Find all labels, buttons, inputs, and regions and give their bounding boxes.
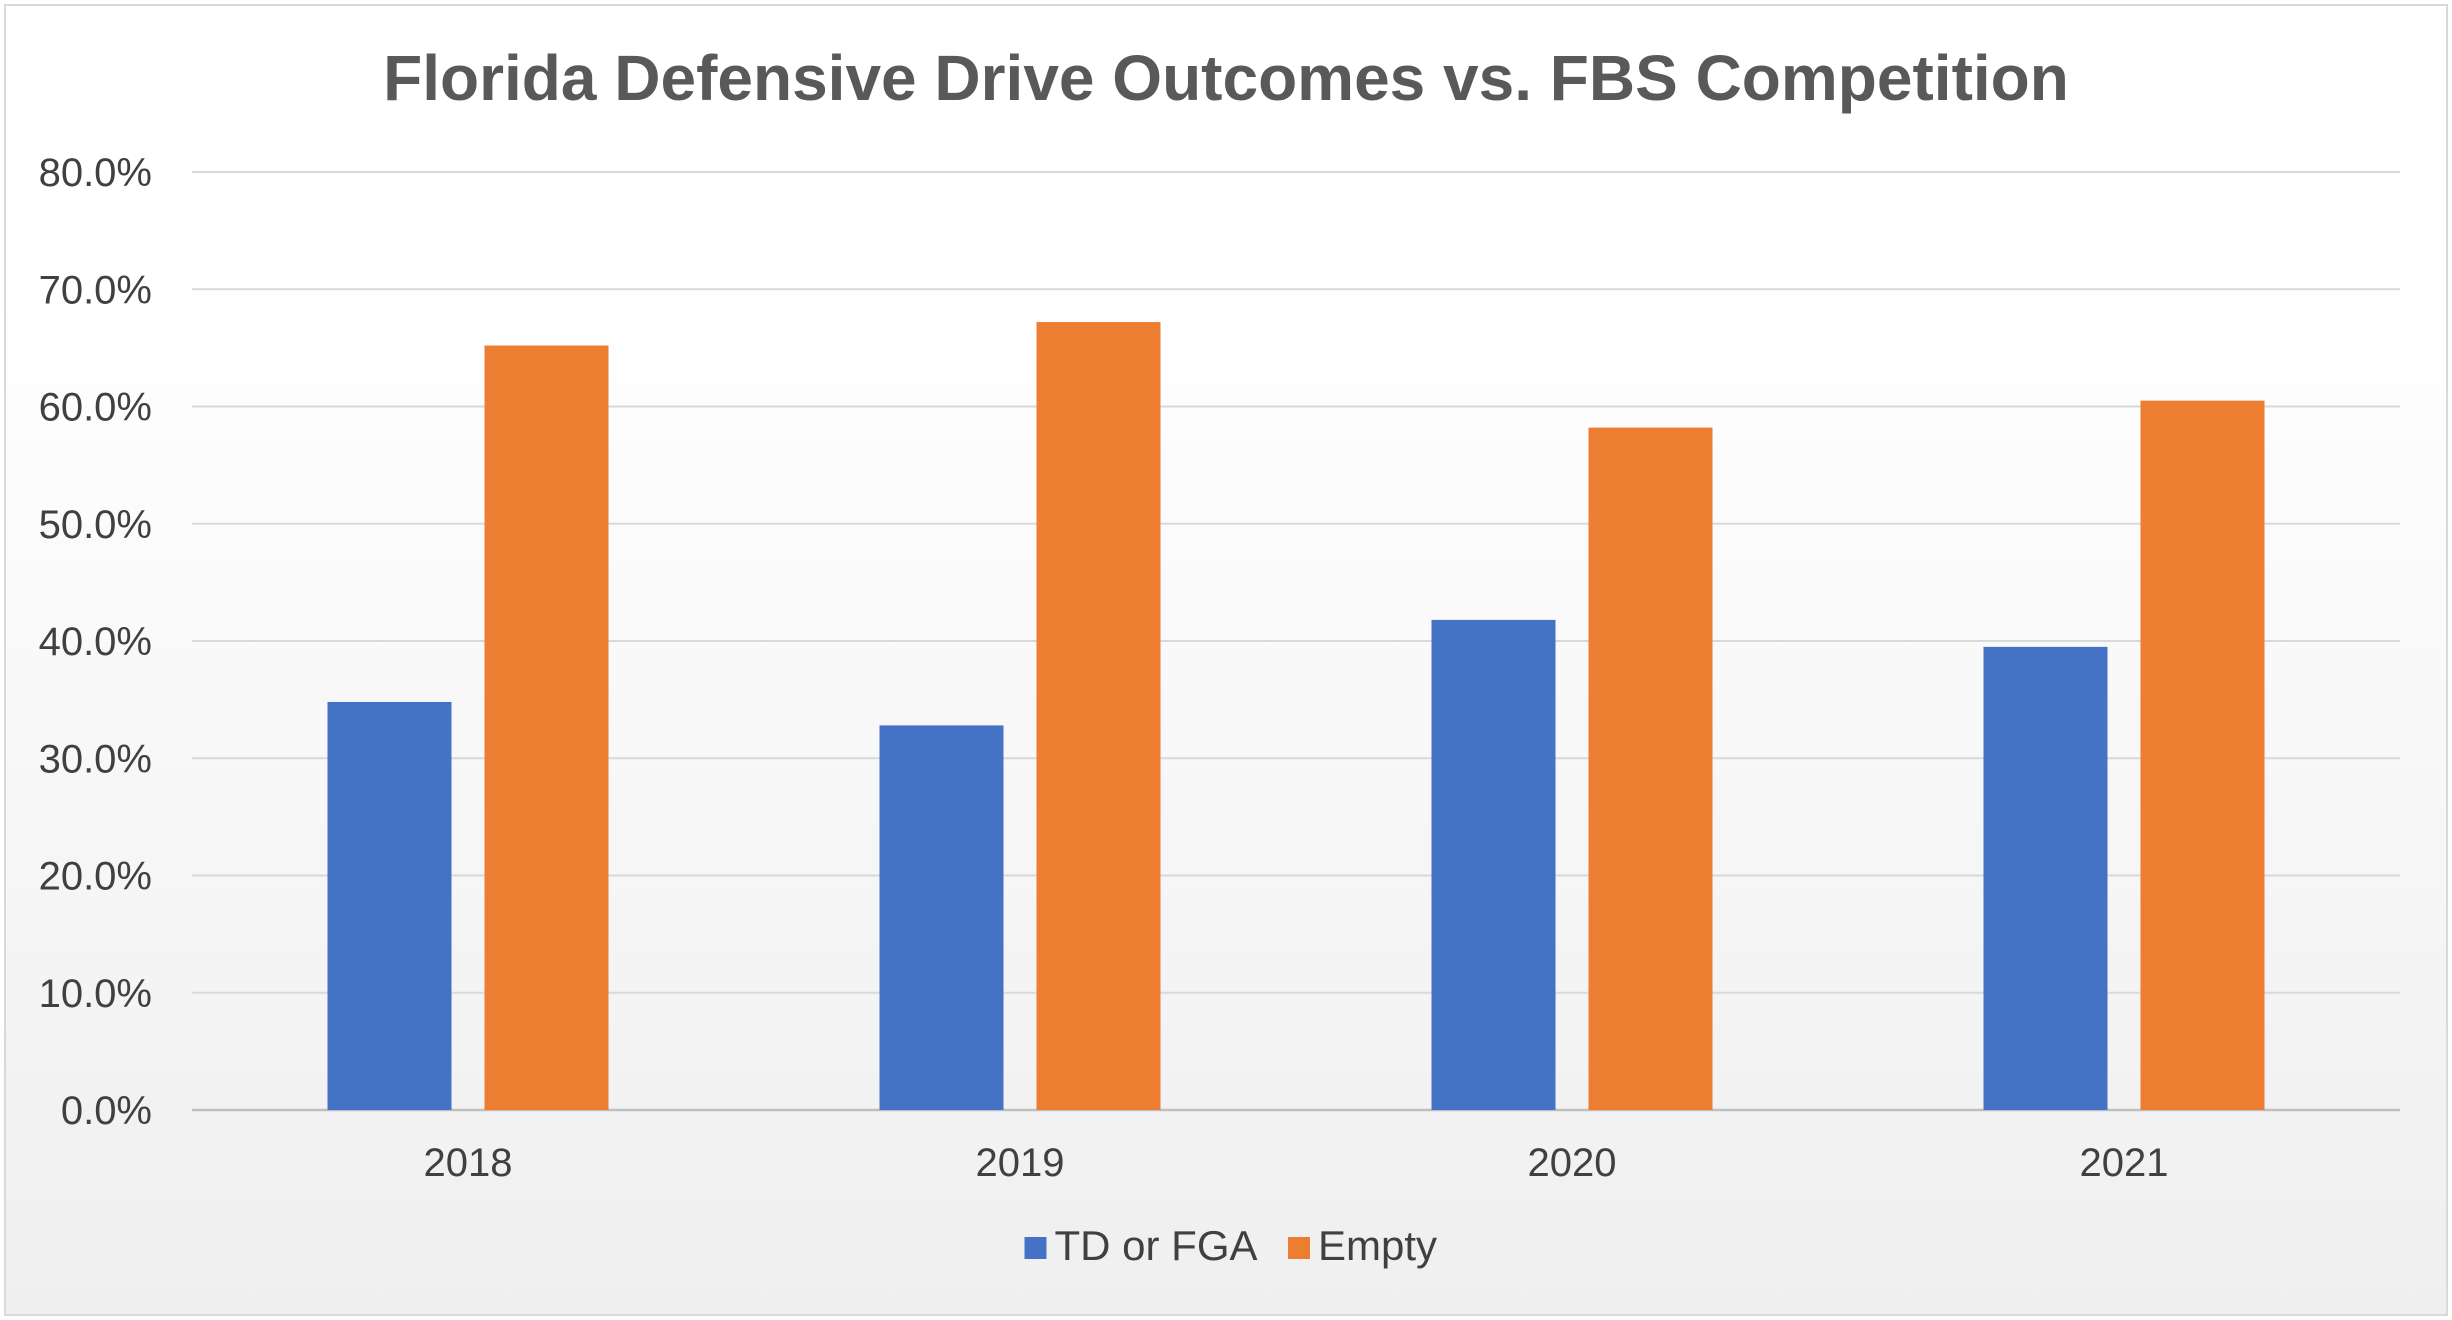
x-tick-label: 2021 bbox=[2080, 1141, 2169, 1185]
legend-item: Empty bbox=[1288, 1222, 1437, 1269]
bar-td-or-fga-2020 bbox=[1431, 619, 1556, 1110]
bar-td-or-fga-2021 bbox=[1983, 646, 2108, 1110]
legend-swatch bbox=[1024, 1237, 1047, 1259]
y-tick-label: 30.0% bbox=[39, 737, 152, 781]
legend-label: Empty bbox=[1318, 1222, 1437, 1269]
y-tick-label: 60.0% bbox=[39, 386, 152, 430]
bar-td-or-fga-2018 bbox=[327, 701, 452, 1110]
x-tick-label: 2019 bbox=[976, 1141, 1065, 1185]
y-tick-label: 40.0% bbox=[39, 620, 152, 664]
x-tick-label: 2018 bbox=[424, 1141, 513, 1185]
legend-label: TD or FGA bbox=[1055, 1222, 1258, 1269]
x-tick-label: 2020 bbox=[1528, 1141, 1617, 1185]
y-tick-label: 20.0% bbox=[39, 855, 152, 899]
legend: TD or FGA Empty bbox=[1024, 1222, 1437, 1269]
y-tick-label: 10.0% bbox=[39, 972, 152, 1016]
chart-title: Florida Defensive Drive Outcomes vs. FBS… bbox=[383, 42, 2069, 114]
y-tick-label: 70.0% bbox=[39, 268, 152, 312]
bar-empty-2020 bbox=[1588, 427, 1713, 1111]
bar-empty-2021 bbox=[2140, 400, 2265, 1110]
bar-empty-2019 bbox=[1036, 322, 1161, 1111]
bar-empty-2018 bbox=[484, 345, 609, 1110]
y-axis-ticks: 0.0% 10.0% 20.0% 30.0% 40.0% 50.0% 60.0% 70.0% 8… bbox=[39, 151, 152, 1133]
bars bbox=[327, 322, 2265, 1111]
legend-item: TD or FGA bbox=[1024, 1222, 1258, 1269]
legend-swatch bbox=[1288, 1237, 1310, 1259]
bar-td-or-fga-2019 bbox=[879, 725, 1004, 1110]
y-tick-label: 0.0% bbox=[61, 1089, 152, 1133]
y-tick-label: 80.0% bbox=[39, 151, 152, 195]
y-tick-label: 50.0% bbox=[39, 503, 152, 547]
x-axis-ticks: 2018 2019 2020 2021 bbox=[424, 1141, 2169, 1185]
